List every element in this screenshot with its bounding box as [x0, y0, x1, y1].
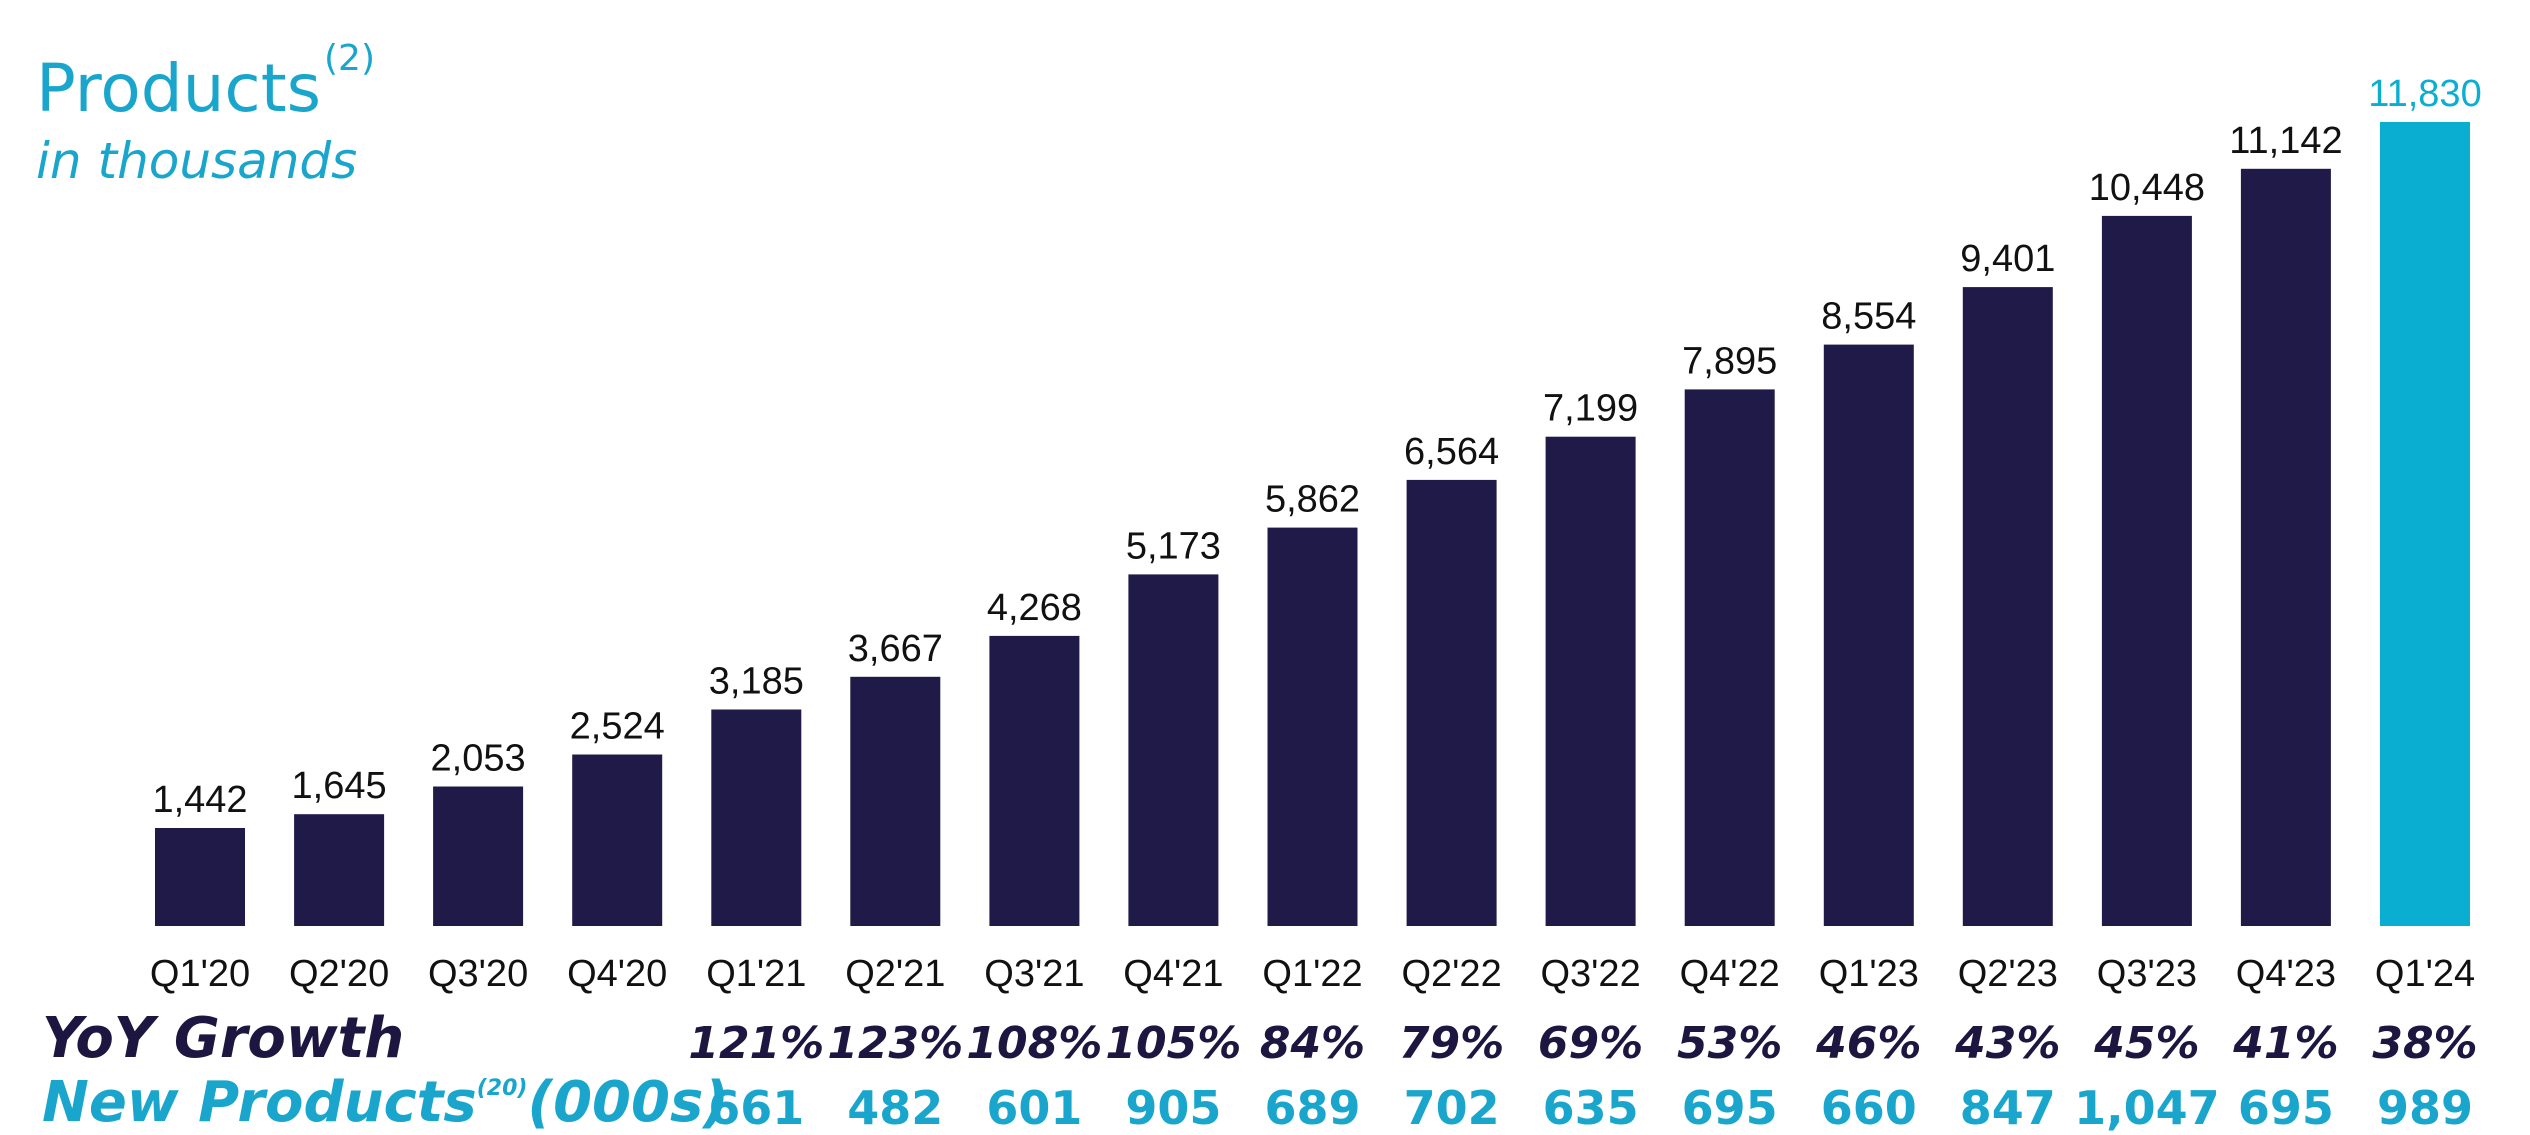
new-products-value: 660: [1821, 1081, 1917, 1134]
bar-Q2'23: [1962, 287, 2053, 927]
bar-Q1'23: [1823, 344, 1914, 927]
data-label-Q1'22: 5,862: [1265, 479, 1360, 521]
yoy-growth-value: 123%: [827, 1018, 963, 1069]
x-tick-label: Q3'21: [984, 953, 1084, 995]
bar-Q1'24: [2380, 122, 2470, 926]
data-label-Q4'22: 7,895: [1682, 340, 1777, 382]
new-products-footnote: (20): [476, 1076, 528, 1101]
yoy-growth-value: 46%: [1815, 1018, 1921, 1069]
x-tick-label: Q4'21: [1123, 953, 1223, 995]
yoy-growth-value: 45%: [2093, 1018, 2199, 1069]
data-label-Q4'21: 5,173: [1126, 525, 1221, 567]
x-tick-label: Q1'24: [2375, 953, 2475, 995]
yoy-growth-value: 108%: [966, 1018, 1102, 1069]
new-products-label-main: New Products: [42, 1070, 477, 1135]
new-products-value: 989: [2377, 1081, 2473, 1134]
x-tick-label: Q3'23: [2097, 953, 2197, 995]
bar-Q3'22: [1545, 436, 1636, 926]
x-tick-label: Q2'23: [1958, 953, 2058, 995]
data-label-Q3'23: 10,448: [2089, 167, 2205, 209]
x-tick-label: Q3'20: [428, 953, 528, 995]
data-label-Q2'21: 3,667: [848, 628, 943, 670]
x-tick-label: Q4'20: [567, 953, 667, 995]
new-products-value: 847: [1960, 1081, 2056, 1134]
yoy-growth-value: 41%: [2232, 1018, 2338, 1069]
data-label-Q3'21: 4,268: [987, 587, 1082, 629]
data-label-Q1'20: 1,442: [152, 779, 247, 821]
data-label-Q2'22: 6,564: [1404, 431, 1499, 473]
bar-Q2'22: [1406, 479, 1497, 926]
bar-Q3'21: [989, 635, 1080, 926]
chart-title-footnote: (2): [324, 38, 375, 79]
data-label-Q2'20: 1,645: [292, 765, 387, 807]
x-tick-label: Q1'21: [706, 953, 806, 995]
yoy-growth-label: YoY Growth: [42, 1006, 405, 1071]
new-products-value: 1,047: [2074, 1081, 2220, 1134]
bar-Q3'23: [2101, 215, 2192, 926]
x-tick-label: Q2'21: [845, 953, 945, 995]
bar-Q4'20: [572, 754, 663, 926]
data-label-Q4'20: 2,524: [570, 706, 665, 748]
chart-title: Products: [36, 50, 321, 127]
new-products-value: 635: [1543, 1081, 1639, 1134]
bar-Q1'20: [155, 828, 245, 926]
data-label-Q2'23: 9,401: [1960, 238, 2055, 280]
bar-Q3'20: [433, 786, 524, 926]
x-tick-label: Q1'22: [1262, 953, 1362, 995]
new-products-value: 482: [847, 1081, 943, 1134]
new-products-value: 702: [1404, 1081, 1500, 1134]
bar-Q2'20: [294, 814, 385, 926]
new-products-value: 601: [986, 1081, 1082, 1134]
bar-Q1'22: [1267, 527, 1358, 926]
yoy-growth-value: 69%: [1538, 1018, 1643, 1069]
x-tick-label: Q4'22: [1680, 953, 1780, 995]
data-label-Q3'20: 2,053: [431, 738, 526, 780]
x-tick-label: Q3'22: [1540, 953, 1640, 995]
new-products-value: 695: [1682, 1081, 1778, 1134]
new-products-label: New Products(20)(000s): [42, 1070, 729, 1135]
yoy-growth-value: 38%: [2372, 1018, 2477, 1069]
yoy-growth-value: 121%: [688, 1018, 824, 1069]
new-products-value: 689: [1264, 1081, 1360, 1134]
bar-Q4'22: [1684, 389, 1775, 926]
chart-subtitle: in thousands: [36, 132, 358, 190]
x-tick-label: Q4'23: [2236, 953, 2336, 995]
x-tick-label: Q1'23: [1819, 953, 1919, 995]
yoy-growth-value: 79%: [1399, 1018, 1504, 1069]
data-label-Q1'23: 8,554: [1821, 296, 1916, 338]
data-label-Q1'24: 11,830: [2368, 73, 2481, 115]
data-label-Q1'21: 3,185: [709, 661, 804, 703]
bar-Q4'23: [2240, 168, 2331, 927]
new-products-value: 905: [1125, 1081, 1221, 1134]
new-products-value: 661: [708, 1081, 804, 1134]
yoy-growth-value: 43%: [1954, 1018, 2060, 1069]
yoy-growth-value: 105%: [1105, 1018, 1241, 1069]
bar-Q1'21: [711, 709, 802, 926]
x-tick-label: Q2'22: [1401, 953, 1501, 995]
data-label-Q4'23: 11,142: [2229, 120, 2342, 162]
x-tick-label: Q1'20: [150, 953, 250, 995]
x-tick-label: Q2'20: [289, 953, 389, 995]
bar-Q4'21: [1128, 574, 1219, 926]
yoy-growth-value: 53%: [1677, 1018, 1782, 1069]
yoy-growth-value: 84%: [1260, 1018, 1365, 1069]
bar-Q2'21: [850, 676, 941, 926]
new-products-label-unit: (000s): [527, 1070, 729, 1135]
new-products-value: 695: [2238, 1081, 2334, 1134]
data-label-Q3'22: 7,199: [1543, 388, 1638, 430]
